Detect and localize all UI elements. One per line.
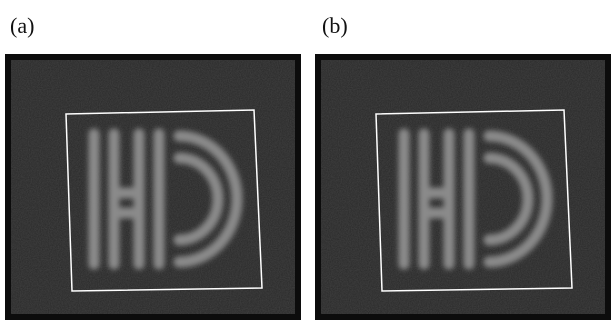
image-panel-a xyxy=(5,54,301,320)
image-panel-b xyxy=(315,54,611,320)
panel-label: (b) xyxy=(322,13,348,38)
panel-label: (a) xyxy=(10,13,34,38)
